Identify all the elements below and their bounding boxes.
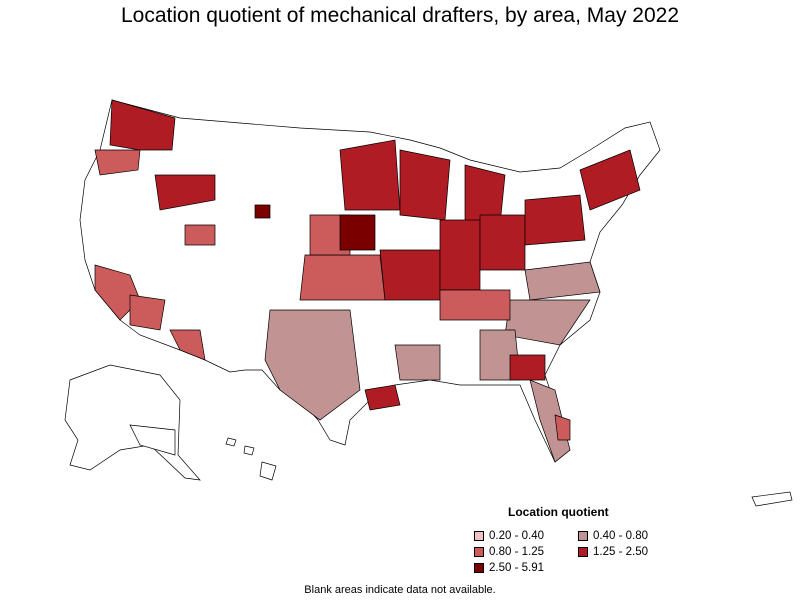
region-penn [524, 194, 586, 246]
region-idaho [154, 174, 216, 211]
legend-label-5: 2.50 - 5.91 [489, 562, 544, 574]
legend-item-3: 0.80 - 1.25 [474, 546, 544, 558]
region-iowa-hot [339, 214, 376, 251]
region-ohio [479, 214, 526, 271]
region-minnesota [339, 139, 401, 211]
legend-item-2: 0.40 - 0.80 [578, 530, 648, 542]
region-florida-east [554, 414, 571, 441]
region-virginia [524, 261, 601, 301]
puerto-rico [751, 491, 793, 507]
legend-label-4: 1.25 - 2.50 [593, 546, 648, 558]
region-texas [264, 309, 361, 421]
region-florida [529, 379, 571, 463]
region-florida-north [509, 354, 546, 381]
legend-label-3: 0.80 - 1.25 [489, 546, 544, 558]
region-louisiana [394, 344, 441, 381]
legend-item-4: 1.25 - 2.50 [578, 546, 648, 558]
region-kansas-oklahoma [299, 254, 386, 301]
hawaii-island-1 [225, 437, 237, 447]
hawaii-island-2 [243, 445, 255, 456]
legend-label-2: 0.40 - 0.80 [593, 530, 648, 542]
legend-swatch-1 [474, 531, 484, 541]
region-wyoming-hot [254, 204, 271, 219]
hawaii [225, 437, 277, 481]
region-arizona-south [169, 329, 206, 361]
region-oregon [94, 149, 141, 176]
alaska-outline [64, 364, 201, 481]
region-northeast [579, 149, 641, 211]
puerto-rico-outline [751, 491, 793, 507]
region-northwest [109, 99, 176, 151]
legend-swatch-2 [578, 531, 588, 541]
region-wisconsin [399, 149, 451, 221]
alaska [64, 364, 201, 481]
region-colorado [184, 224, 216, 246]
legend-label-1: 0.20 - 0.40 [489, 530, 544, 542]
footnote: Blank areas indicate data not available. [304, 584, 496, 596]
legend-item-1: 0.20 - 0.40 [474, 530, 544, 542]
region-missouri [379, 249, 441, 301]
contiguous-us [79, 99, 661, 463]
region-carolinas [504, 299, 591, 346]
legend-title: Location quotient [508, 505, 609, 519]
map-title: Location quotient of mechanical drafters… [121, 4, 679, 27]
region-illinois-indiana [439, 219, 481, 291]
legend-swatch-3 [474, 547, 484, 557]
legend-swatch-4 [578, 547, 588, 557]
region-houston [364, 384, 401, 411]
alaska-south [129, 424, 176, 456]
hawaii-island-3 [259, 461, 277, 481]
legend-item-5: 2.50 - 5.91 [474, 562, 544, 574]
region-arizona [129, 294, 166, 331]
legend-swatch-5 [474, 563, 484, 573]
region-tennessee [439, 289, 511, 321]
